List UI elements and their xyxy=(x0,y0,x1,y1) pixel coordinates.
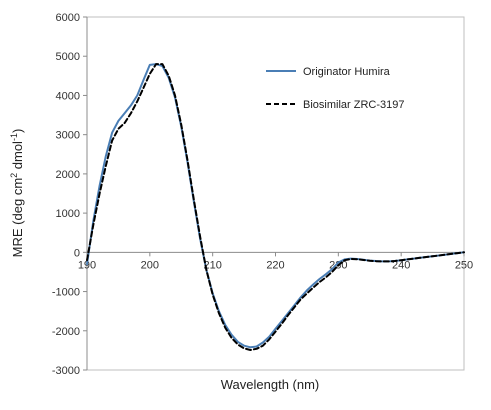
y-axis-title-part: MRE (deg cm xyxy=(10,178,25,257)
plot-area xyxy=(86,16,465,371)
y-tick-label: 6000 xyxy=(56,12,80,24)
legend: Originator Humira Biosimilar ZRC-3197 xyxy=(266,66,404,111)
x-tick-label: 210 xyxy=(203,259,221,271)
y-tick-label: 1000 xyxy=(56,208,80,220)
y-axis-title: MRE (deg cm2 dmol-1) xyxy=(9,129,25,258)
y-tick-label: 5000 xyxy=(56,51,80,63)
y-tick-label: -2000 xyxy=(52,326,80,338)
y-tick-label: 0 xyxy=(74,247,80,259)
x-tick-label: 240 xyxy=(392,259,410,271)
x-tick-label: 220 xyxy=(266,259,284,271)
x-tick-label: 200 xyxy=(141,259,159,271)
y-axis-title-part: ) xyxy=(10,129,25,133)
y-axis-title-superscript: 2 xyxy=(9,173,19,178)
y-tick-label: 3000 xyxy=(56,130,80,142)
y-axis-title-part: dmol xyxy=(10,141,25,173)
legend-label-biosimilar-zrc-3197: Biosimilar ZRC-3197 xyxy=(303,99,404,111)
series-layer xyxy=(86,63,465,351)
y-axis-title-superscript: -1 xyxy=(9,133,19,141)
x-tick-label: 250 xyxy=(455,259,473,271)
y-tick-label: 2000 xyxy=(56,169,80,181)
y-tick-label: 4000 xyxy=(56,90,80,102)
x-axis-title: Wavelength (nm) xyxy=(221,377,320,392)
x-tick-label: 190 xyxy=(78,259,96,271)
y-tick-label: -3000 xyxy=(52,365,80,377)
legend-label-originator-humira: Originator Humira xyxy=(303,66,391,78)
y-tick-label: -1000 xyxy=(52,287,80,299)
series-line-biosimilar-zrc-3197 xyxy=(86,63,465,351)
axes-layer: 6000 5000 4000 3000 2000 1000 0 -1000 -2000 -3000… xyxy=(52,12,473,377)
